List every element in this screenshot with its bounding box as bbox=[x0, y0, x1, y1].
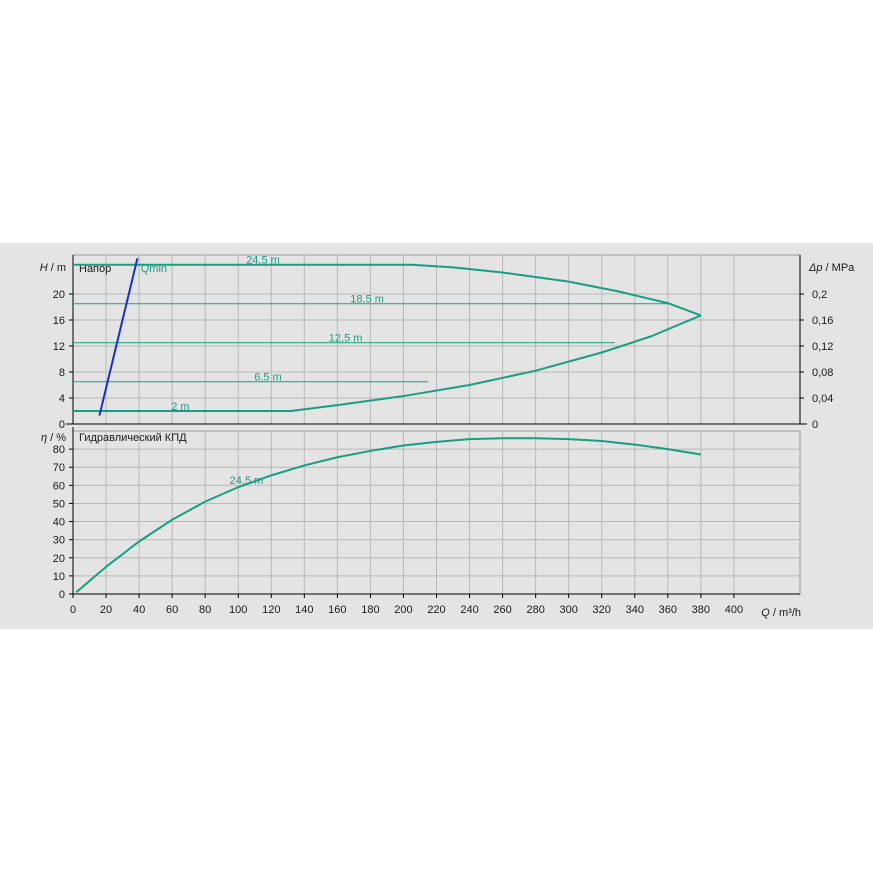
head-chart: 0 4 8 12 16 20 0 0,04 0,08 0,12 0,16 0,2 H / m Δp / M… bbox=[40, 254, 855, 431]
efficiency-y-tick-label: 30 bbox=[53, 535, 65, 547]
efficiency-y-tick-label: 20 bbox=[53, 553, 65, 565]
x-tick-label: 20 bbox=[100, 604, 112, 616]
head-y2-axis-label: Δp / MPa bbox=[808, 262, 855, 274]
efficiency-y-tick-label: 40 bbox=[53, 517, 65, 529]
x-axis-label: Q / m³/h bbox=[761, 607, 801, 619]
x-tick-label: 400 bbox=[725, 604, 743, 616]
head-series-line bbox=[73, 314, 702, 412]
x-tick-label: 40 bbox=[133, 604, 145, 616]
head-y-tick-label: 8 bbox=[59, 367, 65, 379]
efficiency-chart: 0 10 20 30 40 50 60 70 80 0 20 40 60 80 100 120 140 160 18… bbox=[41, 427, 801, 619]
head-y-tick-label: 20 bbox=[53, 289, 65, 301]
x-tick-label: 200 bbox=[394, 604, 412, 616]
head-series-line bbox=[73, 263, 702, 317]
x-tick-label: 100 bbox=[229, 604, 247, 616]
head-series-label: 6,5 m bbox=[254, 372, 282, 384]
x-tick-label: 80 bbox=[199, 604, 211, 616]
head-y-axis-label: H / m bbox=[40, 262, 66, 274]
head-series-label: 18,5 m bbox=[350, 294, 384, 306]
x-tick-label: 160 bbox=[328, 604, 346, 616]
efficiency-y-tick-label: 80 bbox=[53, 444, 65, 456]
x-tick-label: 380 bbox=[692, 604, 710, 616]
head-y2-tick-label: 0,12 bbox=[812, 341, 833, 353]
x-tick-label: 320 bbox=[593, 604, 611, 616]
head-series-label: 12,5 m bbox=[329, 333, 363, 345]
head-y-tick-label: 0 bbox=[59, 419, 65, 431]
x-tick-label: 120 bbox=[262, 604, 280, 616]
head-y2-tick-label: 0,08 bbox=[812, 367, 833, 379]
head-y2-tick-label: 0,16 bbox=[812, 315, 833, 327]
x-tick-label: 280 bbox=[526, 604, 544, 616]
efficiency-title: Гидравлический КПД bbox=[79, 432, 187, 444]
efficiency-series-label: 24,5 m bbox=[230, 475, 264, 487]
x-tick-label: 260 bbox=[493, 604, 511, 616]
head-series-label: 2 m bbox=[171, 401, 189, 413]
x-tick-label: 0 bbox=[70, 604, 76, 616]
head-title: Напор bbox=[79, 263, 111, 275]
efficiency-y-tick-label: 60 bbox=[53, 480, 65, 492]
x-tick-label: 140 bbox=[295, 604, 313, 616]
head-y-tick-label: 4 bbox=[59, 393, 65, 405]
head-y2-tick-label: 0,2 bbox=[812, 289, 827, 301]
head-series-label: Qmin bbox=[141, 263, 167, 275]
efficiency-y-tick-label: 70 bbox=[53, 462, 65, 474]
efficiency-series-line bbox=[75, 437, 702, 593]
efficiency-y-tick-label: 10 bbox=[53, 571, 65, 583]
head-y-tick-label: 16 bbox=[53, 315, 65, 327]
x-tick-label: 180 bbox=[361, 604, 379, 616]
head-y2-tick-label: 0 bbox=[812, 419, 818, 431]
x-tick-label: 300 bbox=[560, 604, 578, 616]
x-tick-label: 360 bbox=[659, 604, 677, 616]
head-y2-tick-label: 0,04 bbox=[812, 393, 833, 405]
x-tick-label: 340 bbox=[626, 604, 644, 616]
efficiency-y-axis-label: η / % bbox=[41, 432, 66, 444]
x-tick-label: 60 bbox=[166, 604, 178, 616]
efficiency-y-tick-label: 0 bbox=[59, 589, 65, 601]
x-tick-label: 220 bbox=[427, 604, 445, 616]
efficiency-y-tick-label: 50 bbox=[53, 498, 65, 510]
head-series-line bbox=[98, 258, 139, 416]
chart-panel: 0 4 8 12 16 20 0 0,04 0,08 0,12 0,16 0,2 H / m Δp / M… bbox=[0, 243, 873, 629]
head-series-label: 24,5 m bbox=[246, 255, 280, 267]
x-tick-label: 240 bbox=[460, 604, 478, 616]
head-y-tick-label: 12 bbox=[53, 341, 65, 353]
